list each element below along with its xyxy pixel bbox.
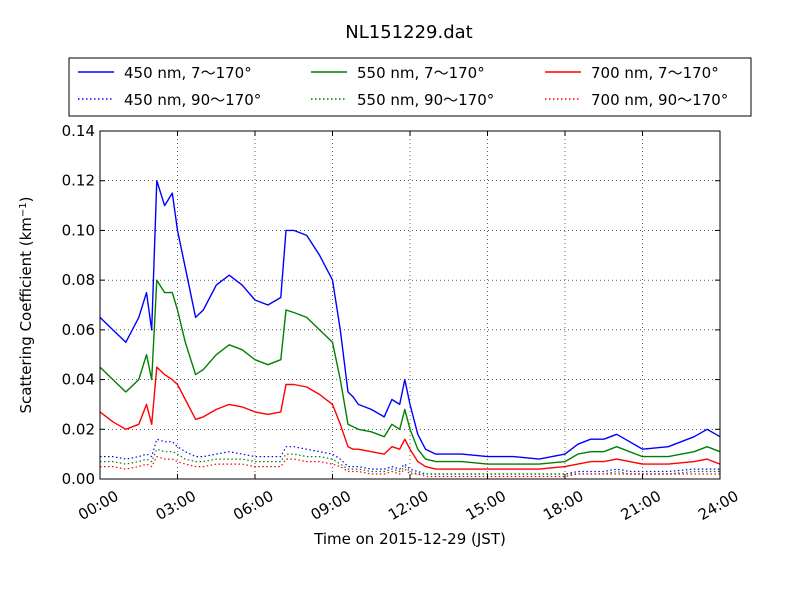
series-line bbox=[100, 438, 720, 475]
x-tick-label: 00:00 bbox=[75, 487, 121, 524]
legend-label: 700 nm, 90～170° bbox=[591, 91, 728, 109]
y-tick-label: 0.02 bbox=[62, 420, 95, 438]
x-axis-label: Time on 2015-12-29 (JST) bbox=[313, 530, 506, 548]
x-tick-label: 18:00 bbox=[540, 487, 586, 524]
legend-label: 550 nm, 90～170° bbox=[357, 91, 494, 109]
y-tick-label: 0.12 bbox=[62, 172, 95, 190]
y-axis-label-close: ) bbox=[17, 196, 35, 202]
legend-label: 450 nm, 90～170° bbox=[124, 91, 261, 109]
legend-label: 450 nm, 7～170° bbox=[124, 64, 252, 82]
legend-label: 700 nm, 7～170° bbox=[591, 64, 719, 82]
legend-label: 550 nm, 7～170° bbox=[357, 64, 485, 82]
series-line bbox=[99, 366, 721, 470]
y-tick-label: 0.04 bbox=[62, 371, 95, 389]
y-axis-label: Scattering Coefficient (km−1) bbox=[17, 196, 35, 413]
series-line bbox=[100, 448, 720, 475]
x-tick-label: 21:00 bbox=[618, 487, 664, 524]
y-tick-label: 0.10 bbox=[62, 221, 95, 239]
chart-title: NL151229.dat bbox=[345, 22, 472, 43]
ticks bbox=[99, 130, 721, 480]
y-tick-label: 0.00 bbox=[62, 470, 95, 488]
y-tick-label: 0.08 bbox=[62, 271, 95, 289]
y-axis-label-main: Scattering Coefficient (km bbox=[17, 217, 35, 413]
x-tick-labels: 00:00 03:00 06:00 09:00 12:00 15:00 18:00 21:00… bbox=[75, 487, 741, 524]
x-tick-label: 03:00 bbox=[153, 487, 199, 524]
series-line bbox=[99, 279, 721, 465]
series-layer bbox=[99, 179, 721, 478]
x-tick-label: 12:00 bbox=[385, 487, 431, 524]
y-tick-label: 0.14 bbox=[62, 122, 95, 140]
y-tick-labels: 0.00 0.02 0.04 0.06 0.08 0.10 0.12 0.14 bbox=[62, 122, 95, 488]
y-axis-label-exponent: −1 bbox=[18, 202, 29, 217]
y-tick-label: 0.06 bbox=[62, 321, 95, 339]
legend: 450 nm, 7～170° 550 nm, 7～170° 700 nm, 7～17… bbox=[68, 57, 752, 117]
series-line bbox=[99, 179, 721, 460]
x-tick-label: 09:00 bbox=[308, 487, 354, 524]
legend-box bbox=[68, 57, 752, 117]
x-tick-label: 15:00 bbox=[463, 487, 509, 524]
x-tick-label: 24:00 bbox=[695, 487, 741, 524]
x-tick-label: 06:00 bbox=[230, 487, 276, 524]
